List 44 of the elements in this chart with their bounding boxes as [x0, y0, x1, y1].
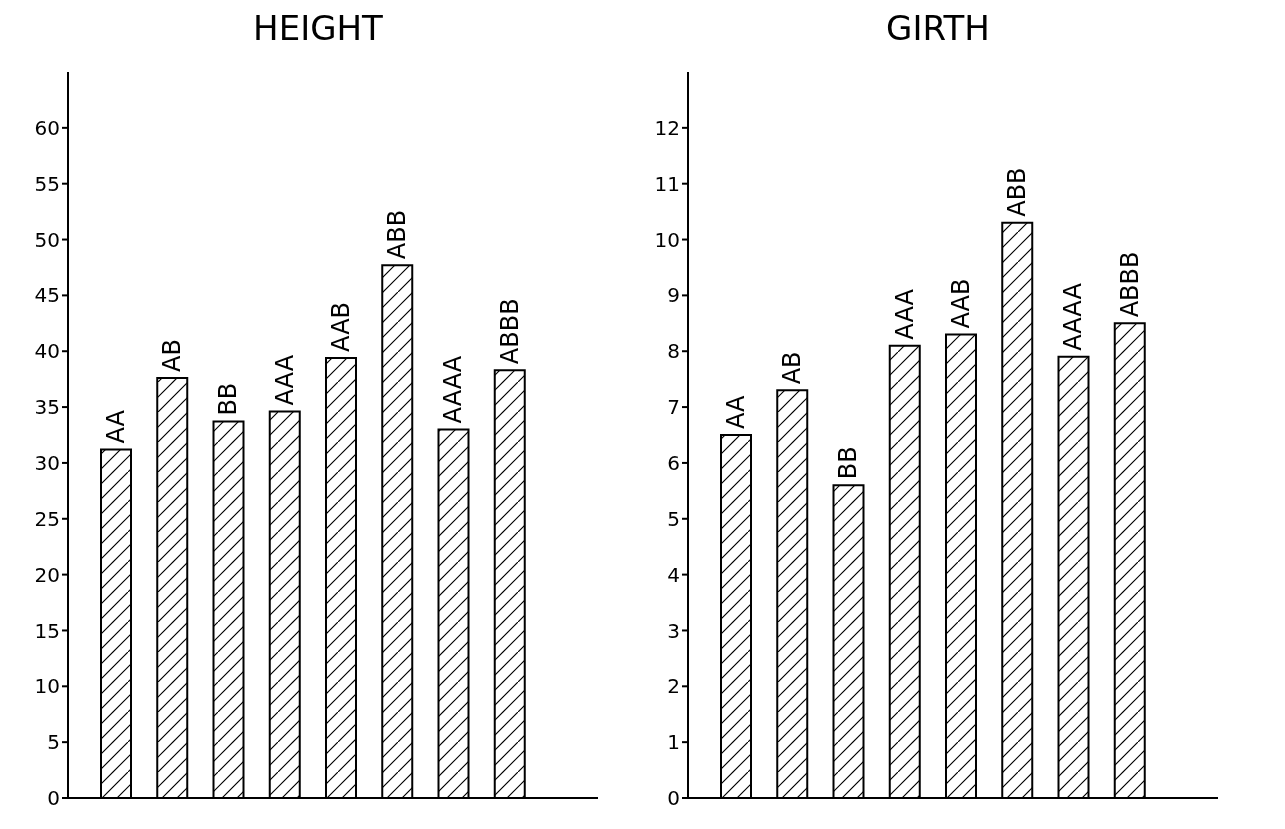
y-tick-label: 5 — [47, 730, 60, 755]
x-tick-label: BB — [834, 446, 863, 480]
x-tick-label: AAB — [327, 301, 355, 352]
y-tick-label: 4 — [667, 562, 680, 587]
y-tick-label: 1 — [667, 730, 680, 755]
y-tick-label: 10 — [34, 674, 60, 699]
x-tick-label: AB — [778, 351, 807, 385]
y-tick-label: 45 — [34, 283, 60, 308]
y-tick-label: 6 — [667, 451, 680, 476]
y-tick-label: 35 — [34, 395, 60, 420]
x-tick-label: AAAA — [1059, 282, 1088, 351]
y-tick-label: 60 — [34, 115, 60, 140]
y-tick-label: 20 — [34, 562, 60, 587]
chart-title: GIRTH — [885, 8, 991, 50]
y-tick-label: 55 — [34, 171, 60, 196]
x-tick-label: AAA — [890, 288, 919, 340]
chart-title: HEIGHT — [252, 8, 384, 50]
y-tick-label: 7 — [667, 395, 680, 420]
x-tick-label: AAA — [270, 354, 299, 406]
y-tick-label: 2 — [667, 674, 680, 699]
y-tick-label: 9 — [667, 283, 680, 308]
y-tick-label: 8 — [667, 339, 680, 364]
y-tick-label: 11 — [654, 171, 680, 196]
x-tick-label: AAB — [947, 278, 975, 329]
y-tick-label: 30 — [34, 451, 60, 476]
y-tick-label: 25 — [34, 506, 60, 531]
y-tick-label: 10 — [654, 227, 680, 252]
x-tick-label: ABBB — [1115, 251, 1144, 318]
y-tick-label: 0 — [47, 786, 60, 811]
y-tick-label: 0 — [667, 786, 680, 811]
x-tick-label: ABB — [383, 209, 412, 260]
x-tick-label: AAAA — [439, 355, 468, 424]
x-tick-label: ABBB — [495, 298, 524, 365]
x-tick-label: AA — [722, 394, 750, 429]
x-tick-label: BB — [214, 382, 243, 416]
x-tick-label: AB — [158, 339, 187, 373]
x-tick-label: ABB — [1003, 167, 1032, 217]
y-tick-label: 50 — [34, 227, 60, 252]
y-tick-label: 12 — [654, 115, 680, 140]
y-tick-label: 5 — [667, 506, 680, 531]
y-tick-label: 40 — [34, 339, 60, 364]
y-tick-label: 3 — [667, 618, 680, 643]
y-tick-label: 15 — [34, 618, 60, 643]
x-tick-label: AA — [102, 409, 130, 444]
